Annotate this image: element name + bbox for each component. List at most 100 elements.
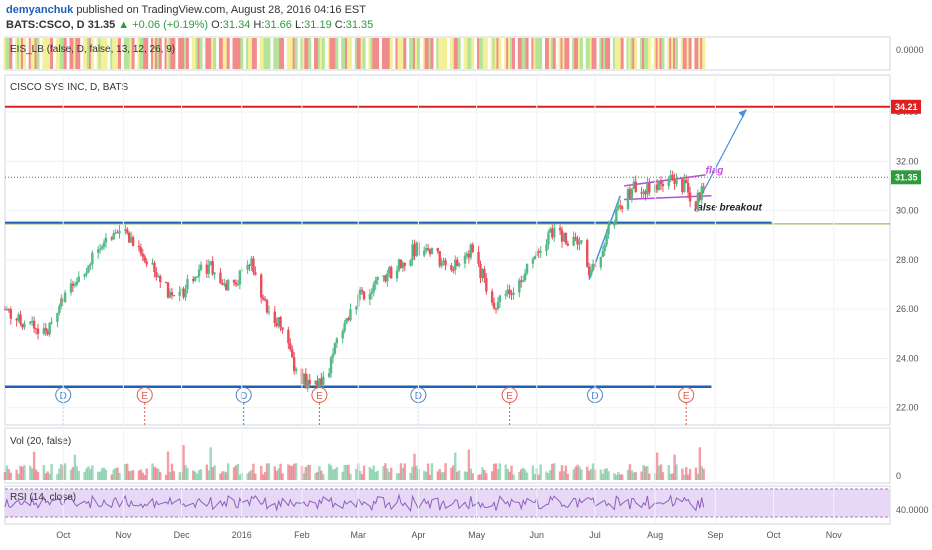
candle-body [399,259,403,269]
candle-body [50,321,53,323]
volume-bar [137,470,141,480]
volume-bar [234,465,238,480]
volume-bar [494,463,498,480]
candle-body [347,318,350,321]
candle-body [157,276,160,278]
candle-body [186,279,189,290]
eis-bar [688,38,692,69]
candle-body [139,247,143,254]
open-label: O: [211,19,223,31]
candle-body [261,297,265,300]
volume-bar [423,470,426,480]
volume-bar [341,471,344,480]
volume-bar [254,473,257,480]
eis-bar [30,38,34,69]
eis-bar [85,38,89,69]
candle-body [426,248,430,250]
eis-bar [249,38,253,69]
eis-bar [482,38,486,69]
candle-body [558,227,562,231]
volume-bar [355,468,358,480]
volume-bar [100,468,104,480]
eis-bar [166,38,170,69]
eis-bar [490,38,494,69]
eis-bar [71,38,75,69]
volume-bar [648,473,651,480]
header-line-1: demyanchuk published on TradingView.com,… [6,4,366,16]
volume-bar [83,471,86,480]
candle-body [137,245,141,248]
volume-bar [98,471,102,480]
volume-bar [698,447,702,480]
volume-bar [102,467,106,480]
candle-body [19,314,22,324]
candle-body [601,251,604,257]
volume-bar [549,470,552,480]
eis-bar [684,38,688,69]
eis-bar [20,38,24,69]
candle-body [250,258,253,266]
candle-body [533,256,537,260]
volume-bar [259,465,263,480]
volume-bar [578,466,581,480]
event-marker-label: E [316,391,323,402]
eis-bar [562,38,566,69]
time-tick-label: Oct [767,530,782,540]
candle-body [77,276,80,282]
eis-bar [127,38,131,69]
eis-bar [261,38,265,69]
eis-bar [290,38,294,69]
eis-bar [73,38,77,69]
volume-bar [646,466,649,480]
candle-body [178,291,181,296]
eis-bar [222,38,226,69]
eis-bar [416,38,420,69]
candle-body [521,280,525,282]
volume-bar [362,465,366,480]
author-link[interactable]: demyanchuk [6,4,74,16]
candle-body [358,289,362,295]
volume-bar [376,470,379,480]
candle-body [116,232,119,234]
eis-bar [436,38,440,69]
volume-bar [580,469,583,480]
eis-bar [277,38,281,69]
eis-bar [471,38,475,69]
volume-bar [263,472,267,480]
volume-bar [587,470,591,480]
volume-bar [523,469,527,480]
candle-body [89,263,92,266]
candle-body [671,174,674,179]
eis-bar [19,38,23,69]
volume-bar [205,464,209,480]
volume-bar [145,468,148,480]
eis-bar [467,38,471,69]
volume-bar [211,467,214,480]
volume-bar [3,472,7,480]
volume-bar [114,467,117,480]
candle-body [587,266,591,276]
volume-bar [683,474,686,480]
eis-bar [465,38,469,69]
eis-bar [414,38,418,69]
eis-bar [42,38,46,69]
volume-bar [345,465,348,480]
eis-bar [370,38,374,69]
eis-bar [444,38,448,69]
volume-bar [141,472,144,480]
volume-bar [547,473,550,480]
volume-bar [178,472,181,480]
candle-body [388,267,391,274]
volume-bar [289,465,292,480]
volume-bar [56,474,59,480]
eis-bar [178,38,182,69]
eis-bar [195,38,199,69]
eis-bar [653,38,657,69]
volume-bar [302,473,306,480]
candle-body [450,265,453,270]
candle-body [494,308,498,310]
eis-bar [141,38,145,69]
eis-bar [409,38,413,69]
candle-body [382,275,385,277]
